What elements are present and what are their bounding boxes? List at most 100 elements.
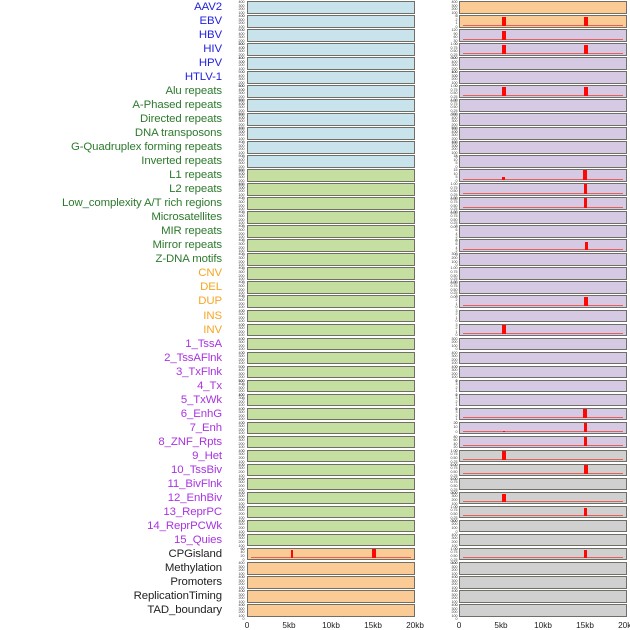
track-plot-left: [247, 533, 415, 547]
y-axis-ticks-right: 1.00 0.75 0.50 0.25 0.00: [435, 449, 459, 467]
x-tick-label: 0: [456, 621, 462, 630]
y-tick-label: 100: [238, 66, 245, 71]
y-tick-label: 1.00: [450, 98, 458, 103]
y-tick-label: 0.50: [450, 455, 458, 460]
y-axis-ticks-left: 400 300 200 100 0: [222, 183, 246, 201]
y-tick-label: 200: [238, 217, 245, 222]
y-tick-label: 400: [238, 0, 245, 4]
y-tick-label: 100: [451, 151, 458, 155]
y-tick-label: 200: [451, 66, 458, 71]
track-plot-left: [247, 379, 415, 393]
y-axis-ticks-right: 500 400 300 200 100 0: [435, 56, 459, 77]
y-tick-label: 3: [455, 322, 458, 327]
y-tick-label: 0: [242, 140, 245, 145]
y-tick-label: 0.75: [450, 466, 458, 471]
y-tick-label: 100: [238, 319, 245, 324]
y-tick-label: 0: [455, 429, 458, 434]
y-tick-label: 1: [455, 403, 458, 408]
track-plot-right: [459, 379, 627, 393]
y-tick-label: 200: [238, 259, 245, 264]
y-tick-label: 200: [238, 389, 245, 394]
y-tick-label: 300: [451, 354, 458, 359]
y-tick-label: 300: [238, 578, 245, 583]
y-tick-label: 200: [238, 122, 245, 127]
track-label-12-enhbiv: 12_EnhBiv: [167, 491, 222, 504]
track-label-2-tssaflnk: 2_TssAFlnk: [164, 351, 222, 364]
track-plot-left: [247, 197, 415, 210]
y-axis-ticks-left: 500 400 300 200 100 0: [222, 99, 246, 120]
y-axis-ticks-left: 400 300 200 100 0: [222, 0, 246, 18]
y-tick-label: 400: [238, 308, 245, 313]
y-tick-label: 400: [238, 392, 245, 397]
y-tick-label: 100: [238, 445, 245, 450]
y-tick-label: 400: [451, 115, 458, 120]
track-plot-right: [459, 421, 627, 435]
y-tick-label: 0: [242, 70, 245, 75]
track-row: INS 400 300 200 100 0 3 2 1 0: [0, 308, 630, 326]
y-axis-ticks-left: 400 300 200 100 0: [222, 253, 246, 271]
y-axis-ticks-left: 400 300 200 100 0: [222, 196, 246, 215]
track-plot-right: [459, 561, 627, 575]
y-tick-label: 0: [455, 589, 458, 594]
y-tick-label: 300: [238, 452, 245, 457]
track-plot-left: [247, 43, 415, 56]
y-tick-label: 2: [455, 312, 458, 317]
track-plot-right: [459, 85, 627, 98]
track-plot-left: [247, 71, 415, 84]
track-plot-left: [247, 547, 415, 561]
y-tick-label: 0: [242, 533, 245, 538]
y-tick-label: 0: [242, 154, 245, 159]
track-plot-left: [247, 421, 415, 435]
y-axis-ticks-left: 500 400 300 200 100 0: [222, 70, 246, 91]
y-tick-label: 0.75: [450, 213, 458, 218]
track-plot-right: [459, 169, 627, 182]
baseline: [463, 501, 623, 503]
y-tick-label: 100: [451, 585, 458, 590]
y-tick-label: 300: [238, 298, 245, 303]
track-label-z-dna-motifs: Z-DNA motifs: [155, 253, 222, 266]
y-tick-label: 300: [451, 368, 458, 373]
y-tick-label: 200: [451, 357, 458, 362]
track-row: 6_EnhG 400 300 200 100 0 4 3 2 1 0: [0, 407, 630, 425]
track-row: INV 400 300 200 100 0 3 2 1 0: [0, 322, 630, 341]
track-label-hiv: HIV: [203, 43, 222, 56]
y-tick-label: 200: [238, 610, 245, 615]
baseline: [251, 557, 411, 559]
track-row: Low_complexity A/T rich regions 400 300 200…: [0, 196, 630, 215]
y-tick-label: 0.75: [450, 45, 458, 50]
y-tick-label: 0: [242, 519, 245, 524]
track-plot-left: [247, 393, 415, 407]
track-plot-left: [247, 477, 415, 491]
y-axis-ticks-left: 400 300 200 100 0: [222, 519, 246, 537]
y-tick-label: 1.00: [450, 462, 458, 467]
track-label-6-enhg: 6_EnhG: [180, 407, 222, 420]
track-label-9-het: 9_Het: [192, 449, 222, 462]
y-tick-label: 0: [242, 308, 245, 313]
y-tick-label: 300: [451, 133, 458, 138]
y-tick-label: 300: [451, 73, 458, 78]
track-label-aav2: AAV2: [194, 1, 222, 13]
y-axis-ticks-right: 1.00 0.75 0.50 0.25 0.00: [435, 211, 459, 229]
y-tick-label: 400: [238, 45, 245, 50]
y-axis-ticks-left: 400 300 200 100 0: [222, 239, 246, 257]
y-tick-label: 300: [238, 59, 245, 64]
y-tick-label: 300: [451, 536, 458, 541]
y-tick-label: 1.00: [450, 266, 458, 271]
y-tick-label: 400: [451, 364, 458, 369]
y-tick-label: 1.00: [450, 476, 458, 481]
data-spike: [583, 170, 587, 180]
y-tick-label: 90: [453, 31, 458, 36]
y-tick-label: 400: [238, 126, 245, 131]
y-tick-label: 0.50: [450, 469, 458, 474]
y-tick-label: 300: [238, 161, 245, 166]
y-tick-label: 400: [238, 196, 245, 201]
y-tick-label: 200: [451, 147, 458, 152]
track-label-11-bivflnk: 11_BivFlnk: [167, 477, 222, 490]
y-axis-ticks-right: 1.00 0.75 0.50 0.25 0.00: [435, 476, 459, 495]
y-tick-label: 0.00: [450, 280, 458, 285]
y-axis-ticks-left: 400 300 200 100 0: [222, 267, 246, 285]
y-tick-label: 400: [238, 448, 245, 453]
baseline: [463, 431, 623, 433]
y-tick-label: 0: [242, 172, 245, 177]
